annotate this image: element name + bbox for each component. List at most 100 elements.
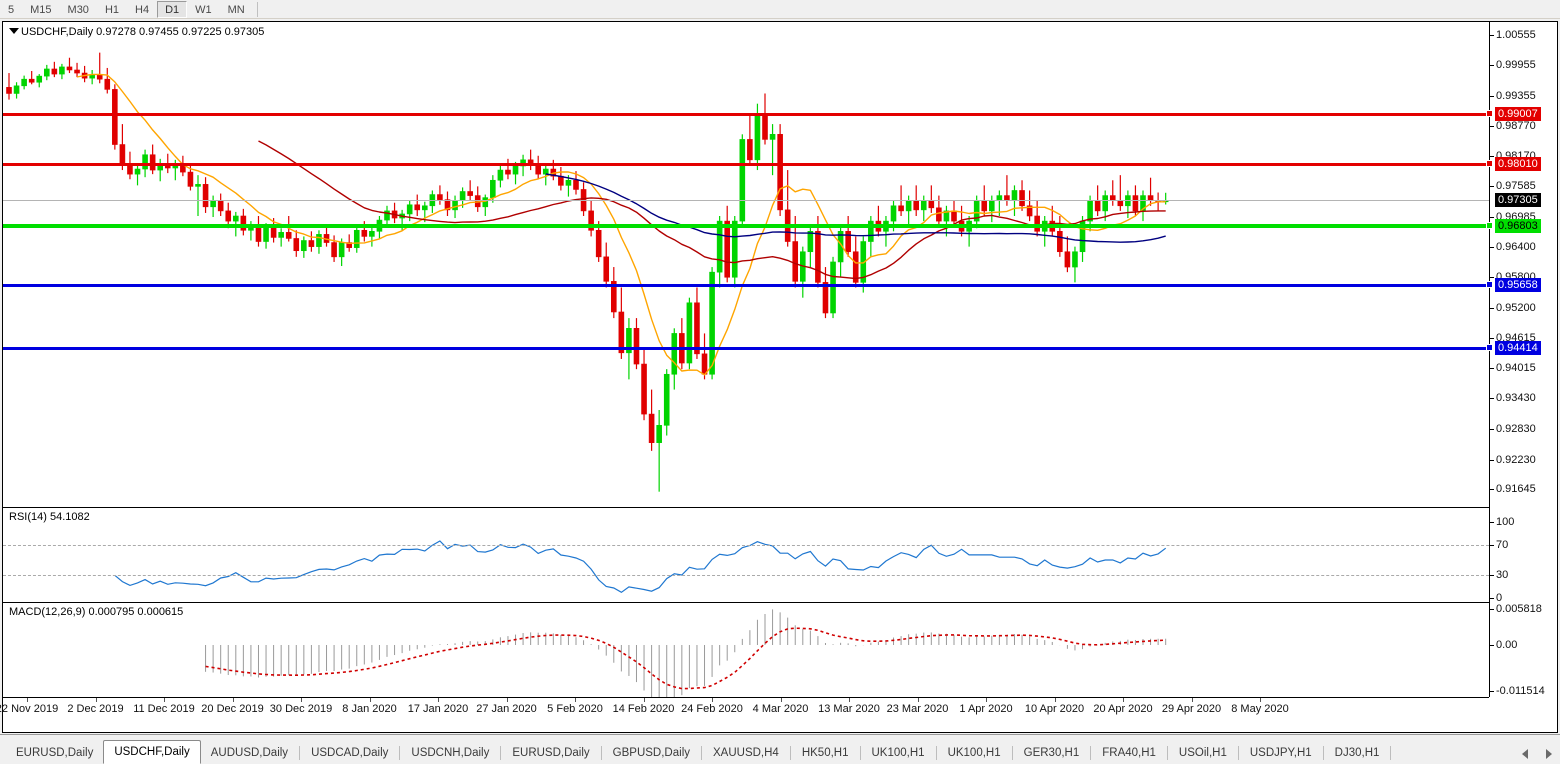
tab-separator	[500, 746, 502, 760]
rsi-tick-label: 100	[1496, 516, 1515, 528]
symbol-tab-usdcnh-daily[interactable]: USDCNH,Daily	[411, 747, 490, 759]
price-tick-mark	[1490, 95, 1494, 97]
price-level-line-support-3[interactable]	[3, 347, 1489, 351]
timeframe-button-m30[interactable]: M30	[67, 3, 89, 16]
price-scale[interactable]: 1.00555 0.99955 0.99355 0.98770 0.98170 0.975…	[1486, 22, 1557, 697]
price-tick-label: 0.91645	[1496, 483, 1536, 496]
time-tick-mark	[575, 698, 576, 702]
price-level-line-resistance-1[interactable]	[3, 112, 1489, 116]
price-badge-resistance[interactable]: 0.99007	[1495, 106, 1541, 121]
price-tick-mark	[1490, 216, 1494, 218]
symbol-tab-bar[interactable]: EURUSD,Daily USDCHF,Daily AUDUSD,Daily USDC…	[0, 734, 1560, 764]
macd-tick-label: 0.00	[1496, 639, 1518, 651]
timeframe-button-m15[interactable]: M15	[30, 3, 52, 16]
price-level-line-support-2[interactable]	[3, 283, 1489, 287]
time-tick-mark	[780, 698, 782, 702]
symbol-tab-usdcad-daily[interactable]: USDCAD,Daily	[311, 747, 389, 759]
symbol-tab-xauusd-h4[interactable]: XAUUSD,H4	[713, 747, 779, 759]
time-tick-label: 23 Mar 2020	[886, 703, 949, 715]
time-tick-label: 2 Dec 2019	[67, 703, 124, 715]
price-tick-label: 0.94615	[1496, 331, 1536, 344]
symbol-tab-gbpusd-daily[interactable]: GBPUSD,Daily	[612, 747, 690, 759]
price-badge-support[interactable]: 0.94414	[1495, 341, 1541, 356]
price-tick-label: 0.98770	[1496, 119, 1536, 132]
tab-separator	[1390, 746, 1392, 760]
price-tick-mark	[1490, 34, 1494, 36]
time-tick-mark	[506, 698, 508, 702]
timeframe-button-d1[interactable]: D1	[157, 0, 188, 18]
time-tick-label: 27 Jan 2020	[476, 703, 537, 715]
tab-separator	[399, 746, 401, 760]
price-badge-last-price[interactable]: 0.97305	[1495, 193, 1541, 208]
tab-separator	[1011, 746, 1013, 760]
time-tick-mark	[917, 698, 919, 702]
price-level-handle[interactable]	[1486, 160, 1493, 168]
symbol-tab-usdchf-daily[interactable]: USDCHF,Daily	[103, 740, 201, 764]
symbol-tab-hk50-h1[interactable]: HK50,H1	[801, 747, 849, 759]
symbol-tab-ger30-h1[interactable]: GER30,H1	[1023, 747, 1080, 759]
rsi-label: RSI(14) 54.1082	[9, 511, 90, 523]
price-tick-label: 0.99955	[1496, 59, 1536, 72]
price-tick-mark	[1490, 428, 1494, 430]
price-level-handle[interactable]	[1486, 280, 1493, 288]
symbol-tab-dj30-h1[interactable]: DJ30,H1	[1334, 747, 1380, 759]
tab-separator	[859, 746, 861, 760]
macd-plot	[205, 609, 1167, 697]
tab-scroll-arrows[interactable]	[1522, 749, 1552, 759]
timeframe-button-h4[interactable]: H4	[135, 3, 150, 16]
symbol-tab-eurusd-daily[interactable]: EURUSD,Daily	[512, 747, 590, 759]
symbol-tab-usoil-h1[interactable]: USOil,H1	[1178, 747, 1227, 759]
price-tick-label: 0.98170	[1496, 150, 1536, 163]
price-tick-mark	[1490, 337, 1494, 339]
price-level-line-resistance-2[interactable]	[3, 163, 1489, 167]
tab-scroll-left-icon[interactable]	[1522, 749, 1528, 759]
price-level-line-support-1[interactable]	[3, 224, 1489, 229]
macd-tick-mark	[1490, 691, 1494, 692]
price-tick-label: 0.92230	[1496, 453, 1536, 466]
time-tick-label: 24 Feb 2020	[681, 703, 743, 715]
price-badge-resistance[interactable]: 0.98010	[1495, 157, 1541, 172]
symbol-tab-uk100-h1[interactable]: UK100,H1	[871, 747, 925, 759]
symbol-tab-eurusd-daily[interactable]: EURUSD,Daily	[16, 747, 94, 759]
price-tick-label: 0.96985	[1496, 210, 1536, 223]
symbol-tab-usdjpy-h1[interactable]: USDJPY,H1	[1249, 747, 1312, 759]
price-badge-support[interactable]: 0.96803	[1495, 219, 1541, 234]
symbol-tab-fra40-h1[interactable]: FRA40,H1	[1102, 747, 1156, 759]
time-tick-mark	[1054, 698, 1056, 702]
time-tick-label: 4 Mar 2020	[752, 703, 809, 715]
rsi-tick-mark	[1490, 598, 1494, 599]
chart-canvas-area[interactable]: USDCHF,Daily 0.97278 0.97455 0.97225 0.9…	[0, 21, 1558, 733]
tab-separator	[935, 746, 937, 760]
time-tick-label: 22 Nov 2019	[0, 703, 59, 715]
macd-pane[interactable]: MACD(12,26,9) 0.000795 0.000615	[3, 603, 1489, 697]
timeframe-button-5[interactable]: 5	[8, 3, 15, 16]
price-level-handle[interactable]	[1486, 344, 1493, 352]
tab-scroll-right-icon[interactable]	[1546, 749, 1552, 759]
time-tick-mark	[301, 698, 302, 702]
tab-separator	[701, 746, 702, 760]
price-level-handle[interactable]	[1486, 222, 1493, 230]
time-tick-mark	[232, 698, 234, 702]
timeframe-button-w1[interactable]: W1	[195, 3, 212, 16]
rsi-plot	[114, 540, 1167, 594]
rsi-pane[interactable]: RSI(14) 54.1082	[3, 508, 1489, 602]
price-pane[interactable]: USDCHF,Daily 0.97278 0.97455 0.97225 0.9…	[3, 22, 1489, 507]
price-badge-support[interactable]: 0.95658	[1495, 277, 1541, 292]
time-tick-mark	[1191, 698, 1193, 702]
time-tick-label: 20 Dec 2019	[201, 703, 264, 715]
tab-separator	[299, 746, 301, 760]
timeframe-button-mn[interactable]: MN	[227, 3, 245, 16]
time-tick-label: 8 May 2020	[1231, 703, 1289, 715]
time-tick-label: 29 Apr 2020	[1161, 703, 1222, 715]
time-tick-label: 11 Dec 2019	[133, 703, 195, 715]
price-level-line-last-price[interactable]	[3, 200, 1489, 202]
timeframe-button-h1[interactable]: H1	[104, 3, 119, 16]
symbol-tab-audusd-daily[interactable]: AUDUSD,Daily	[210, 747, 289, 759]
price-tick-mark	[1490, 489, 1494, 491]
price-level-handle[interactable]	[1486, 109, 1493, 117]
macd-label: MACD(12,26,9) 0.000795 0.000615	[9, 606, 184, 618]
symbol-tab-uk100-h1[interactable]: UK100,H1	[947, 747, 1001, 759]
chart-collapse-triangle-icon[interactable]	[9, 28, 19, 34]
time-tick-mark	[1123, 698, 1124, 702]
